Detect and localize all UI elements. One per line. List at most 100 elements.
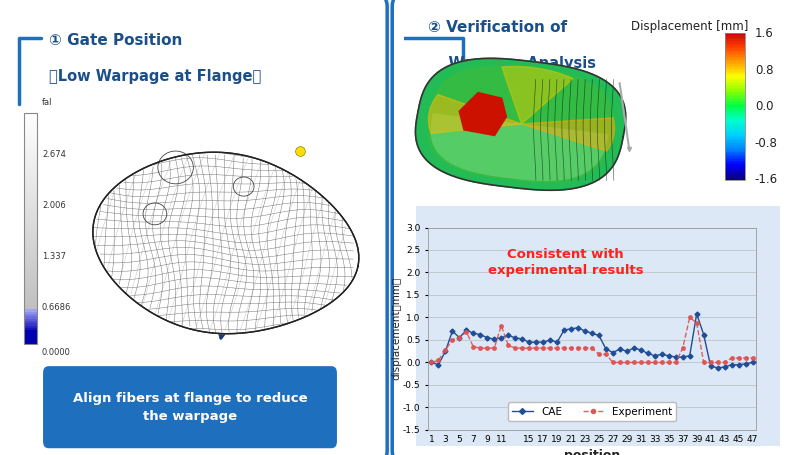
Bar — [726, 43, 745, 45]
Bar — [25, 255, 38, 258]
Polygon shape — [502, 66, 573, 124]
Bar — [25, 311, 38, 314]
Bar — [25, 205, 38, 208]
Bar — [25, 166, 38, 169]
Bar — [726, 94, 745, 96]
CAE — [490, 336, 499, 342]
Experiment — [664, 360, 674, 365]
CAE — [524, 339, 534, 345]
Bar — [726, 156, 745, 158]
Bar — [25, 306, 38, 309]
Experiment — [699, 360, 709, 365]
CAE — [692, 311, 702, 317]
CAE — [608, 350, 618, 355]
Bar — [25, 209, 38, 212]
Bar — [25, 188, 38, 192]
Text: 0.6686: 0.6686 — [42, 303, 71, 312]
Experiment — [685, 315, 694, 320]
Bar — [726, 76, 745, 79]
Bar — [25, 156, 38, 159]
Bar — [25, 138, 38, 141]
Experiment — [643, 360, 653, 365]
Experiment — [678, 345, 687, 351]
CAE — [720, 364, 730, 370]
Bar — [25, 200, 38, 203]
Bar — [25, 145, 38, 148]
CAE — [475, 332, 485, 337]
Bar — [25, 334, 38, 337]
Bar — [726, 173, 745, 176]
Bar — [25, 113, 38, 344]
Bar — [726, 71, 745, 73]
CAE — [726, 362, 736, 368]
Bar — [25, 191, 38, 194]
Experiment — [441, 347, 450, 353]
Experiment — [713, 360, 722, 365]
Experiment — [510, 345, 520, 351]
Bar — [25, 172, 38, 176]
Bar — [25, 207, 38, 210]
CAE — [538, 339, 548, 345]
CAE — [713, 365, 722, 371]
Bar — [25, 152, 38, 155]
Bar — [726, 164, 745, 167]
Bar — [25, 175, 38, 178]
CAE — [426, 360, 436, 365]
Bar — [25, 260, 38, 263]
Text: 0.0000: 0.0000 — [42, 349, 71, 357]
Experiment — [615, 360, 625, 365]
Bar — [726, 85, 745, 88]
Experiment — [518, 345, 527, 351]
Bar — [25, 124, 38, 127]
Bar — [25, 327, 38, 330]
Bar — [25, 216, 38, 219]
Bar — [726, 35, 745, 38]
CAE — [643, 351, 653, 356]
Bar — [726, 47, 745, 50]
Experiment — [552, 345, 562, 351]
CAE — [741, 361, 750, 367]
CAE — [587, 330, 597, 336]
Bar — [726, 152, 745, 155]
Bar — [25, 223, 38, 226]
Experiment — [566, 345, 576, 351]
Bar — [25, 313, 38, 316]
CAE — [531, 339, 541, 345]
Legend: CAE, Experiment: CAE, Experiment — [508, 402, 676, 421]
Text: Warpage Analysis: Warpage Analysis — [427, 56, 595, 71]
Bar — [726, 56, 745, 58]
CAE — [699, 332, 709, 337]
Bar — [25, 198, 38, 201]
Experiment — [546, 345, 555, 351]
Bar — [726, 163, 745, 165]
Bar — [25, 299, 38, 303]
Text: Consistent with
experimental results: Consistent with experimental results — [488, 248, 643, 277]
Bar — [726, 51, 745, 54]
CAE — [552, 339, 562, 345]
Bar — [726, 169, 745, 171]
Bar — [726, 109, 745, 111]
Bar — [726, 172, 745, 174]
Bar — [726, 80, 745, 82]
Text: Align fibers at flange to reduce
the warpage: Align fibers at flange to reduce the war… — [73, 392, 307, 423]
Bar — [726, 162, 745, 164]
CAE — [615, 346, 625, 352]
Bar — [726, 136, 745, 139]
Bar — [726, 75, 745, 77]
Bar — [726, 104, 745, 106]
Y-axis label: displacement（mm）: displacement（mm） — [391, 277, 402, 380]
Text: fal: fal — [42, 98, 53, 107]
Bar — [25, 126, 38, 129]
Experiment — [426, 360, 436, 365]
Bar — [726, 129, 745, 131]
Bar — [25, 184, 38, 187]
Experiment — [559, 345, 569, 351]
Bar — [726, 34, 745, 180]
Bar — [25, 324, 38, 328]
Bar — [726, 87, 745, 89]
Bar — [25, 212, 38, 215]
Bar — [726, 66, 745, 69]
Bar — [726, 92, 745, 95]
Text: 2.006: 2.006 — [42, 201, 66, 210]
Experiment — [748, 355, 758, 361]
